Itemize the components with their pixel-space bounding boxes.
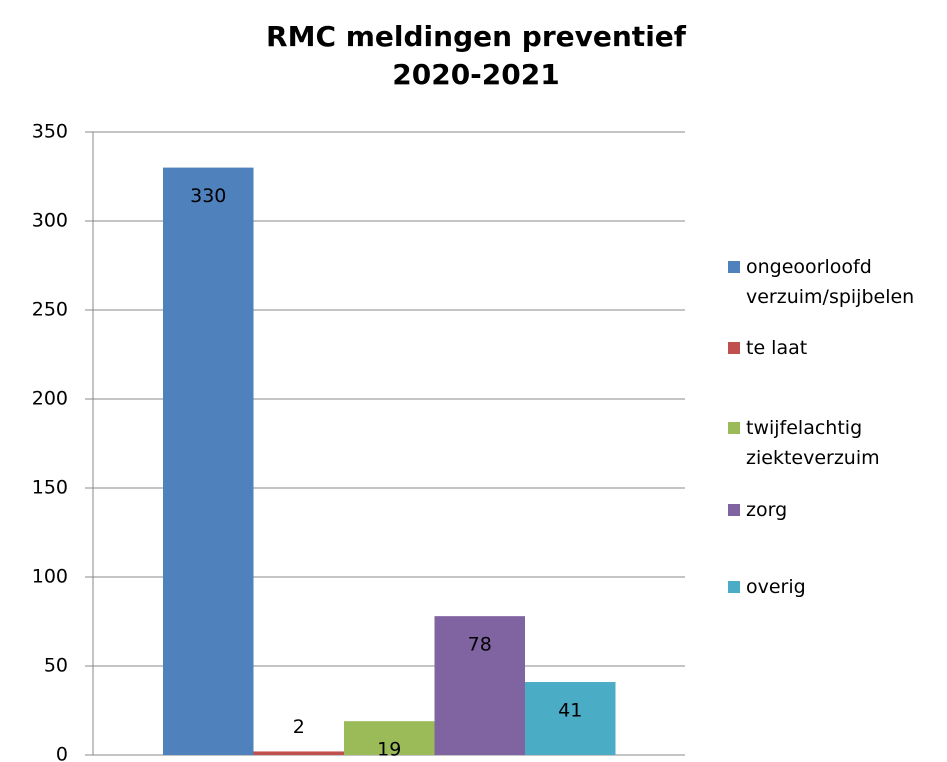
legend-label: overig: [746, 576, 806, 598]
legend-label: te laat: [746, 337, 808, 359]
legend-swatch: [728, 342, 740, 354]
y-tick-label: 350: [32, 121, 68, 143]
y-tick-label: 200: [32, 388, 68, 410]
bar: [163, 167, 254, 756]
data-label: 2: [293, 716, 305, 738]
legend-entry: ongeoorloofd verzuim/spijbelen: [728, 252, 947, 312]
legend-entry: te laat: [728, 333, 947, 363]
legend-label: ongeoorloofd verzuim/spijbelen: [746, 256, 915, 308]
data-label: 78: [468, 634, 492, 656]
y-tick-label: 50: [44, 655, 68, 677]
legend-entry: twijfelachtig ziekteverzuim: [728, 413, 947, 473]
y-tick-label: 250: [32, 299, 68, 321]
data-label: 19: [377, 739, 401, 761]
legend-label: twijfelachtig ziekteverzuim: [746, 417, 880, 469]
y-tick-label: 100: [32, 566, 68, 588]
legend-swatch: [728, 261, 740, 273]
chart-title: RMC meldingen preventief: [266, 20, 687, 53]
bar: [434, 616, 525, 755]
y-tick-label: 0: [56, 744, 68, 762]
data-label: 41: [558, 700, 582, 722]
bar: [253, 751, 344, 755]
chart-title: 2020-2021: [392, 58, 559, 91]
legend-swatch: [728, 581, 740, 593]
y-tick-label: 300: [32, 210, 68, 232]
data-label: 330: [190, 185, 226, 207]
legend-swatch: [728, 504, 740, 516]
bar: [344, 721, 435, 755]
y-tick-label: 150: [32, 477, 68, 499]
legend-label: zorg: [746, 499, 788, 521]
legend-swatch: [728, 422, 740, 434]
legend-entry: zorg: [728, 495, 947, 525]
legend-entry: overig: [728, 572, 947, 602]
bar: [525, 682, 616, 755]
